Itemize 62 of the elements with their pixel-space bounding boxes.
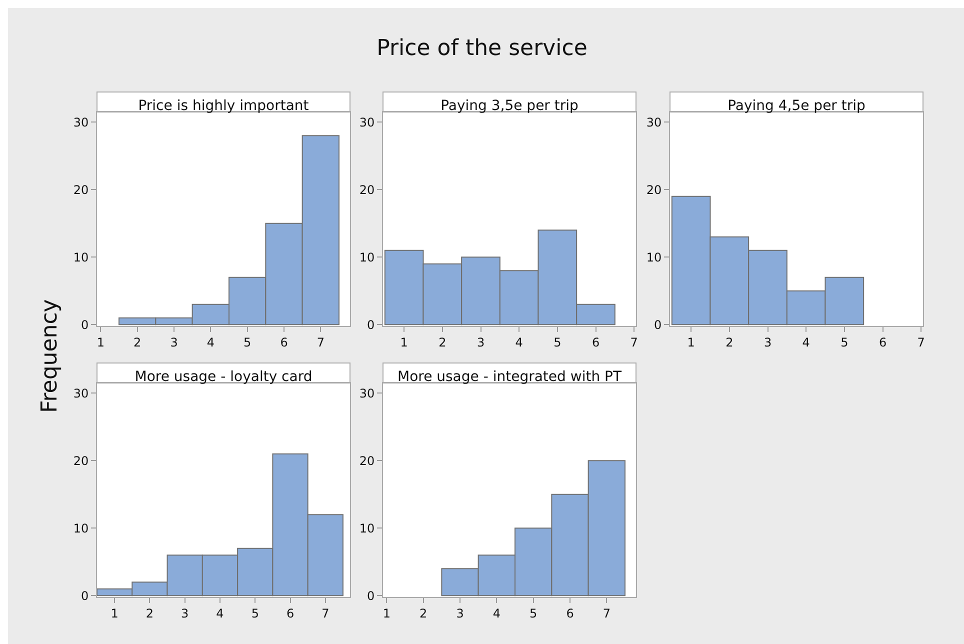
x-tick-label: 3 [170,335,178,350]
x-tick-label: 7 [630,335,638,350]
x-tick-label: 6 [566,606,574,620]
y-tick-label: 30 [359,115,375,130]
x-tick-label: 5 [251,606,259,620]
x-tick-label: 1 [687,335,695,350]
y-tick-label: 20 [73,182,89,197]
x-tick-label: 4 [515,335,523,350]
x-tick-label: 7 [322,606,330,620]
y-tick-label: 0 [654,318,662,332]
x-tick-label: 7 [316,335,324,350]
x-tick-label: 6 [592,335,600,350]
y-tick-label: 30 [73,386,89,400]
y-tick-label: 10 [359,250,375,264]
y-tick-label: 0 [80,588,89,603]
chart-title: More usage - integrated with PT [397,369,622,385]
x-tick-label: 5 [840,335,848,350]
x-tick-label: 2 [420,606,428,620]
chart-title: More usage - loyalty card [134,369,312,385]
y-axis-title: Frequency [38,299,62,413]
chart-title: Paying 3,5e per trip [440,98,579,114]
x-tick-label: 2 [438,335,446,350]
y-tick-label: 0 [366,588,375,603]
x-tick-label: 3 [456,606,464,620]
x-tick-label: 2 [146,606,154,620]
x-tick-label: 3 [476,335,485,350]
y-tick-label: 10 [359,521,375,536]
x-tick-label: 3 [764,335,772,350]
x-tick-label: 5 [530,606,538,620]
x-tick-label: 1 [400,335,408,350]
x-tick-label: 4 [216,606,224,620]
x-tick-label: 6 [280,335,288,350]
chart-title: Price is highly important [138,98,310,114]
y-tick-label: 10 [73,521,89,536]
x-tick-label: 1 [382,606,390,620]
x-tick-label: 4 [492,606,500,620]
x-tick-label: 1 [110,606,118,620]
y-tick-label: 20 [359,182,375,197]
y-tick-label: 30 [73,115,89,130]
y-tick-label: 20 [646,182,662,197]
y-tick-label: 20 [73,454,89,468]
x-tick-label: 6 [878,335,887,350]
x-tick-label: 7 [917,335,925,350]
x-tick-label: 3 [181,606,189,620]
x-tick-label: 2 [134,335,142,350]
x-tick-label: 5 [244,335,252,350]
x-tick-label: 2 [726,335,734,350]
chart-title: Paying 4,5e per trip [728,98,866,114]
y-tick-label: 20 [359,454,375,468]
x-tick-label: 4 [206,335,214,350]
y-tick-label: 0 [366,318,375,332]
y-tick-label: 10 [73,250,89,264]
text: Price of the service [376,36,588,61]
y-tick-label: 10 [646,250,662,264]
y-tick-label: 30 [359,386,375,400]
x-tick-label: 5 [554,335,562,350]
y-tick-label: 0 [80,318,89,332]
y-tick-label: 30 [646,115,662,130]
x-tick-label: 1 [96,335,104,350]
x-tick-label: 6 [286,606,294,620]
x-tick-label: 4 [802,335,810,350]
x-tick-label: 7 [602,606,610,620]
